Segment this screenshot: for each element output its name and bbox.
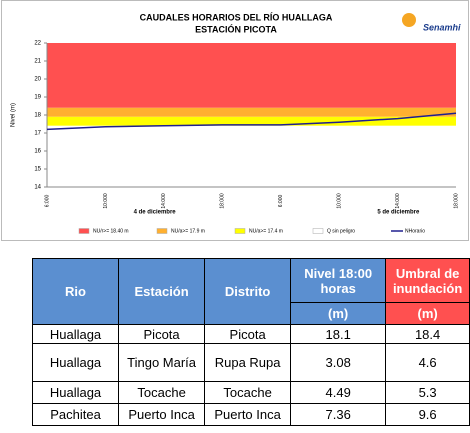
- table-cell: 3.08: [290, 343, 387, 382]
- y-tick-label: 20: [34, 77, 41, 83]
- table-cell: Picota: [204, 324, 292, 344]
- table-cell: 5.3: [385, 381, 470, 404]
- y-tick-label: 18: [34, 113, 41, 119]
- table-cell: 4.49: [290, 381, 387, 404]
- y-tick-label: 14: [34, 185, 41, 191]
- legend-label: NU/r>= 18.40 m: [93, 228, 129, 234]
- logo-icon: [402, 13, 416, 27]
- x-tick-label: 6:000: [44, 195, 50, 208]
- table-cell: Huallaga: [31, 343, 120, 382]
- threshold-band: [47, 125, 456, 187]
- table-row: Pachitea Puerto Inca Puerto Inca 7.36 9.6: [31, 403, 470, 426]
- header-cell: (m): [290, 302, 387, 325]
- logo: Senamhi: [423, 22, 461, 32]
- table-cell: Pachitea: [31, 403, 120, 426]
- table-cell: Tingo María: [118, 343, 206, 382]
- table-row: Huallaga Tingo María Rupa Rupa 3.08 4.6: [31, 343, 470, 382]
- chart-title: CAUDALES HORARIOS DEL RÍO HUALLAGA: [140, 12, 333, 22]
- table-cell: 7.36: [290, 403, 387, 426]
- y-tick-label: 16: [34, 149, 41, 155]
- table-row: (m) (m): [33, 302, 470, 325]
- header-cell: Estación: [118, 258, 206, 325]
- legend-swatch: [312, 228, 324, 234]
- x-tick-label: 18:000: [453, 193, 459, 209]
- table-cell: 18.1: [290, 324, 387, 344]
- header-cell: Nivel 18:00 horas: [290, 258, 387, 303]
- table-cell: 4.6: [385, 343, 470, 382]
- header-cell: Distrito: [204, 258, 292, 325]
- x-tick-label: 6:000: [278, 195, 284, 208]
- legend-swatch: [78, 228, 90, 234]
- table-row: Huallaga Picota Picota 18.1 18.4: [31, 324, 470, 344]
- data-table: Rio Estación Distrito Nivel 18:00 horas Umbr…: [31, 258, 470, 426]
- table-cell: 9.6: [385, 403, 470, 426]
- header-cell: Rio: [31, 258, 120, 325]
- x-tick-label: 10:000: [336, 193, 342, 209]
- table-row: Huallaga Tocache Tocache 4.49 5.3: [31, 381, 470, 404]
- table-cell: Puerto Inca: [204, 403, 292, 426]
- table-cell: Tocache: [118, 381, 206, 404]
- header-cell: (m): [385, 302, 470, 325]
- table-cell: Tocache: [204, 381, 292, 404]
- x-tick-label: 14:000: [395, 193, 401, 209]
- y-tick-label: 21: [34, 59, 41, 65]
- threshold-band: [47, 107, 456, 117]
- y-tick-label: 15: [34, 167, 41, 173]
- table-cell: Rupa Rupa: [204, 343, 292, 382]
- y-tick-label: 22: [34, 41, 41, 47]
- date-label: 4 de diciembre: [134, 210, 177, 216]
- legend-label: NU/a>= 17.9 m: [171, 228, 205, 234]
- legend-swatch: [156, 228, 168, 234]
- table-cell: Huallaga: [31, 381, 120, 404]
- y-tick-label: 19: [34, 95, 41, 101]
- chart-subtitle: ESTACIÓN PICOTA: [195, 23, 277, 34]
- x-tick-label: 10:000: [103, 193, 109, 209]
- legend-swatch: [234, 228, 246, 234]
- threshold-band: [47, 116, 456, 126]
- table-cell: Huallaga: [31, 324, 120, 344]
- header-cell: Umbral de inundación: [385, 258, 470, 303]
- y-axis-label: Nivel (m): [11, 103, 17, 127]
- data-line: [46, 112, 457, 131]
- table-cell: 18.4: [385, 324, 470, 344]
- table-cell: Puerto Inca: [118, 403, 206, 426]
- legend-label: NHorario: [405, 228, 425, 234]
- x-tick-label: 14:000: [161, 193, 167, 209]
- y-tick-label: 17: [34, 131, 41, 137]
- table-cell: Picota: [118, 324, 206, 344]
- legend-label: Q sin peligro: [327, 228, 355, 234]
- legend-label: NU/a>= 17.4 m: [249, 228, 283, 234]
- date-label: 5 de diciembre: [377, 210, 420, 216]
- threshold-band: [47, 43, 456, 108]
- chart: CAUDALES HORARIOS DEL RÍO HUALLAGA ESTAC…: [1, 0, 469, 241]
- x-tick-label: 18:000: [220, 193, 226, 209]
- table-row: Rio Estación Distrito Nivel 18:00 horas Umbr…: [31, 258, 470, 325]
